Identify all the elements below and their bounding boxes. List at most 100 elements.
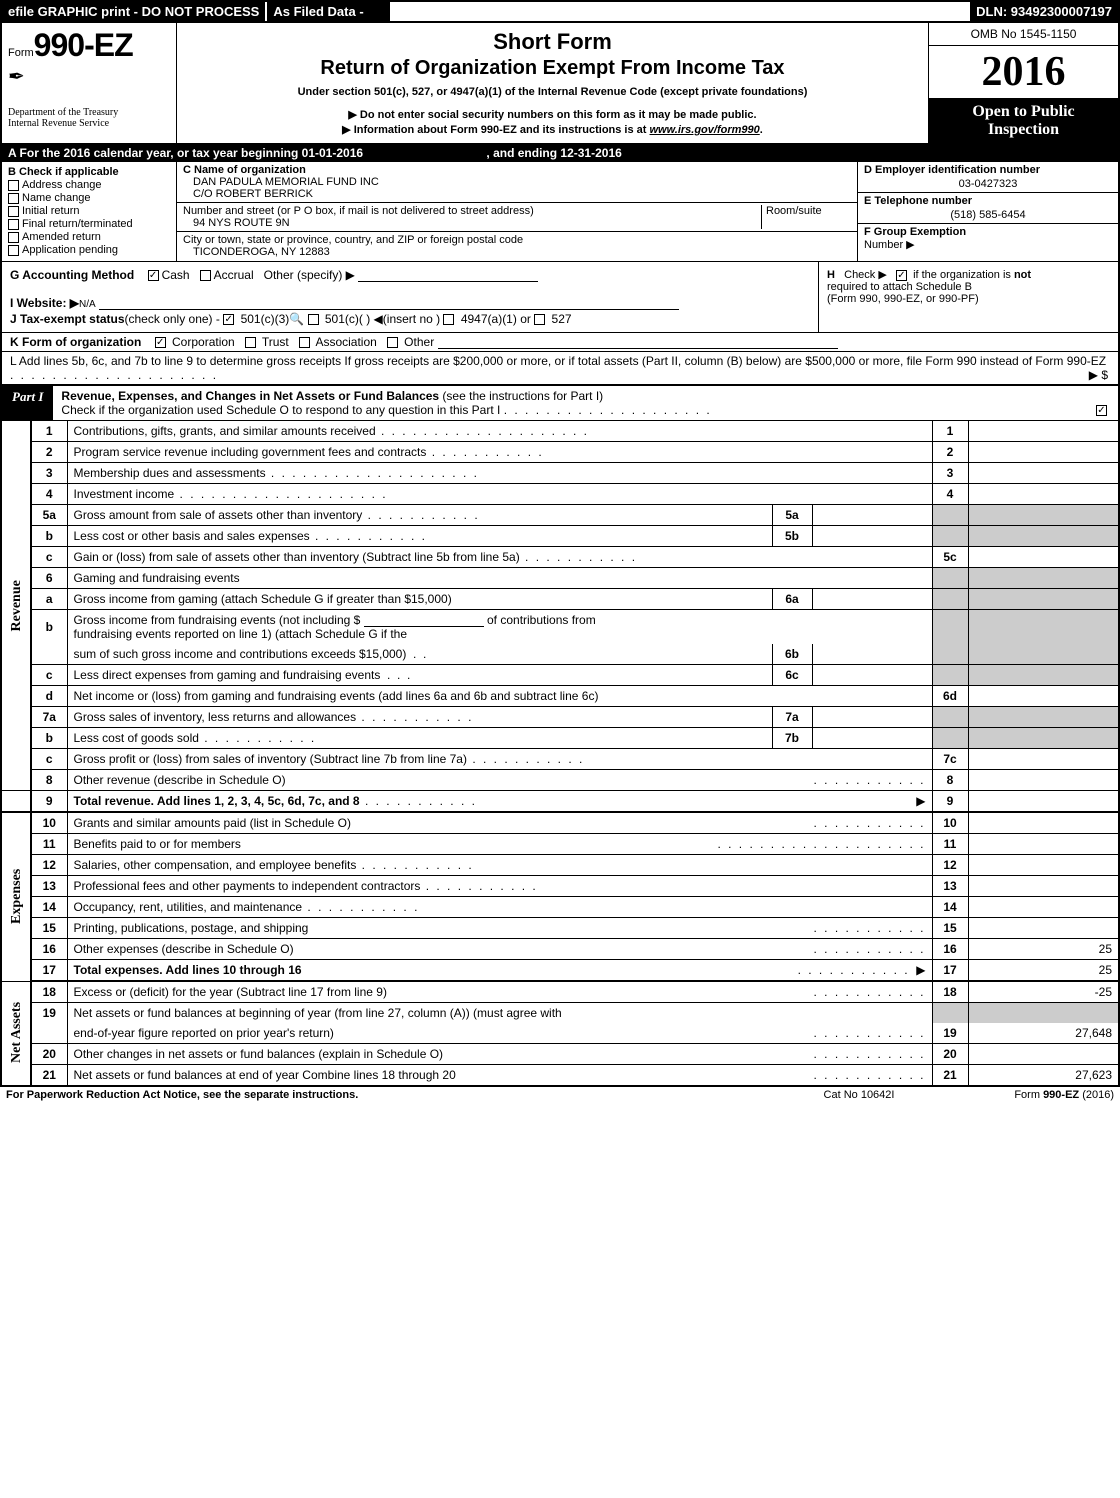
form-990ez-page: efile GRAPHIC print - DO NOT PROCESS As …: [0, 0, 1120, 1087]
cb-not-required[interactable]: [896, 270, 907, 281]
line-12: 12 Salaries, other compensation, and emp…: [2, 855, 1118, 876]
cb-corporation[interactable]: [155, 337, 166, 348]
row-k: K Form of organization Corporation Trust…: [2, 333, 1118, 352]
row-a: A For the 2016 calendar year, or tax yea…: [2, 144, 1118, 162]
d-label: D Employer identification number: [864, 164, 1040, 176]
street-value: 94 NYS ROUTE 9N: [183, 217, 761, 229]
room-suite-label: Room/suite: [761, 205, 851, 229]
cb-association[interactable]: [299, 337, 310, 348]
line-21: 21 Net assets or fund balances at end of…: [2, 1065, 1118, 1086]
f-label: F Group Exemption: [864, 226, 966, 238]
return-title: Return of Organization Exempt From Incom…: [185, 57, 920, 80]
line-18: Net Assets 18 Excess or (deficit) for th…: [2, 981, 1118, 1003]
line-3: 3 Membership dues and assessments 3: [2, 463, 1118, 484]
line-6b-2: sum of such gross income and contributio…: [2, 644, 1118, 665]
line-16: 16 Other expenses (describe in Schedule …: [2, 939, 1118, 960]
under-section: Under section 501(c), 527, or 4947(a)(1)…: [185, 86, 920, 98]
e-phone-block: E Telephone number (518) 585-6454: [858, 193, 1118, 224]
h-label: H: [827, 269, 835, 281]
c-name-block: C Name of organization DAN PADULA MEMORI…: [177, 162, 857, 203]
form-label: Form990-EZ: [8, 27, 170, 64]
cb-accrual[interactable]: [200, 270, 211, 281]
dept-treasury: Department of the Treasury: [8, 107, 170, 118]
cb-501c3[interactable]: [223, 314, 234, 325]
row-a-begin: A For the 2016 calendar year, or tax yea…: [8, 146, 363, 160]
line-19b: end-of-year figure reported on prior yea…: [2, 1023, 1118, 1044]
header-row: Form990-EZ ✒ Department of the Treasury …: [2, 23, 1118, 144]
cb-cash[interactable]: [148, 270, 159, 281]
open-public-1: Open to Public: [931, 103, 1116, 121]
line-6a: a Gross income from gaming (attach Sched…: [2, 589, 1118, 610]
form-number: 990-EZ: [34, 27, 133, 63]
short-form-title: Short Form: [185, 29, 920, 55]
line-1: Revenue 1 Contributions, gifts, grants, …: [2, 421, 1118, 442]
cb-schedule-o[interactable]: [1096, 405, 1107, 416]
part1-table: Revenue 1 Contributions, gifts, grants, …: [2, 421, 1118, 1085]
section-bcd: B Check if applicable Address change Nam…: [2, 162, 1118, 262]
cb-application-pending[interactable]: Application pending: [8, 244, 170, 256]
line-4: 4 Investment income 4: [2, 484, 1118, 505]
footer-right: Form 990-EZ (2016): [934, 1089, 1114, 1101]
k-label: K Form of organization: [10, 335, 141, 349]
i-fill: [99, 296, 679, 310]
line-5b: b Less cost or other basis and sales exp…: [2, 526, 1118, 547]
cb-name-change[interactable]: Name change: [8, 192, 170, 204]
i-label: I Website: ▶: [10, 296, 79, 310]
line-10: Expenses 10 Grants and similar amounts p…: [2, 812, 1118, 834]
l-dollar: ▶ $: [1089, 368, 1108, 382]
row-l: L Add lines 5b, 6c, and 7b to line 9 to …: [2, 352, 1118, 385]
cb-501c[interactable]: [308, 314, 319, 325]
j-label: J Tax-exempt status: [10, 312, 125, 326]
cb-527[interactable]: [534, 314, 545, 325]
asfiled-label: As Filed Data -: [265, 2, 369, 21]
line-5a: 5a Gross amount from sale of assets othe…: [2, 505, 1118, 526]
k-other-fill[interactable]: [438, 335, 838, 349]
phone-value: (518) 585-6454: [864, 207, 1112, 221]
c-city-block: City or town, state or province, country…: [177, 232, 857, 260]
d-ein-block: D Employer identification number 03-0427…: [858, 162, 1118, 193]
header-left: Form990-EZ ✒ Department of the Treasury …: [2, 23, 177, 143]
side-netassets: Net Assets: [2, 981, 31, 1085]
open-public-box: Open to Public Inspection: [929, 99, 1118, 143]
row-a-end: , and ending 12-31-2016: [486, 146, 621, 160]
cb-4947[interactable]: [443, 314, 454, 325]
dln-label: DLN: 93492300007197: [970, 2, 1118, 21]
footer: For Paperwork Reduction Act Notice, see …: [0, 1087, 1120, 1103]
g-other-fill[interactable]: [358, 268, 538, 282]
line-7a: 7a Gross sales of inventory, less return…: [2, 707, 1118, 728]
col-b: B Check if applicable Address change Nam…: [2, 162, 177, 261]
header-center: Short Form Return of Organization Exempt…: [177, 23, 928, 143]
line-19a: 19 Net assets or fund balances at beginn…: [2, 1003, 1118, 1024]
org-name: DAN PADULA MEMORIAL FUND INC: [183, 176, 851, 188]
e-label: E Telephone number: [864, 195, 972, 207]
cb-address-change[interactable]: Address change: [8, 179, 170, 191]
side-expenses: Expenses: [2, 812, 31, 981]
cb-trust[interactable]: [245, 337, 256, 348]
tax-year: 2016: [929, 46, 1118, 99]
dept-irs: Internal Revenue Service: [8, 118, 170, 129]
topbar-spacer: [390, 2, 970, 21]
footer-mid: Cat No 10642I: [784, 1089, 934, 1101]
part1-header: Part I Revenue, Expenses, and Changes in…: [2, 385, 1118, 421]
col-c: C Name of organization DAN PADULA MEMORI…: [177, 162, 858, 261]
line-17: 17 Total expenses. Add lines 10 through …: [2, 960, 1118, 982]
l-text: L Add lines 5b, 6c, and 7b to line 9 to …: [10, 354, 1106, 368]
cb-initial-return[interactable]: Initial return: [8, 205, 170, 217]
omb-number: OMB No 1545-1150: [929, 23, 1118, 46]
i-website: I Website: ▶N/A: [10, 296, 810, 310]
col-g: G Accounting Method Cash Accrual Other (…: [2, 262, 818, 332]
line-14: 14 Occupancy, rent, utilities, and maint…: [2, 897, 1118, 918]
row-gh: G Accounting Method Cash Accrual Other (…: [2, 262, 1118, 333]
cb-final-return[interactable]: Final return/terminated: [8, 218, 170, 230]
cb-other-org[interactable]: [387, 337, 398, 348]
6b-amount-fill[interactable]: [364, 613, 484, 627]
cb-amended-return[interactable]: Amended return: [8, 231, 170, 243]
f-group-block: F Group Exemption Number ▶: [858, 224, 1118, 253]
treasury-eagle-icon: ✒: [8, 64, 170, 89]
line-2: 2 Program service revenue including gove…: [2, 442, 1118, 463]
note-info: ▶ Information about Form 990-EZ and its …: [185, 123, 920, 136]
header-right: OMB No 1545-1150 2016 Open to Public Ins…: [928, 23, 1118, 143]
line-15: 15 Printing, publications, postage, and …: [2, 918, 1118, 939]
note-info-link[interactable]: www.irs.gov/form990: [650, 124, 760, 136]
ein-value: 03-0427323: [864, 176, 1112, 190]
